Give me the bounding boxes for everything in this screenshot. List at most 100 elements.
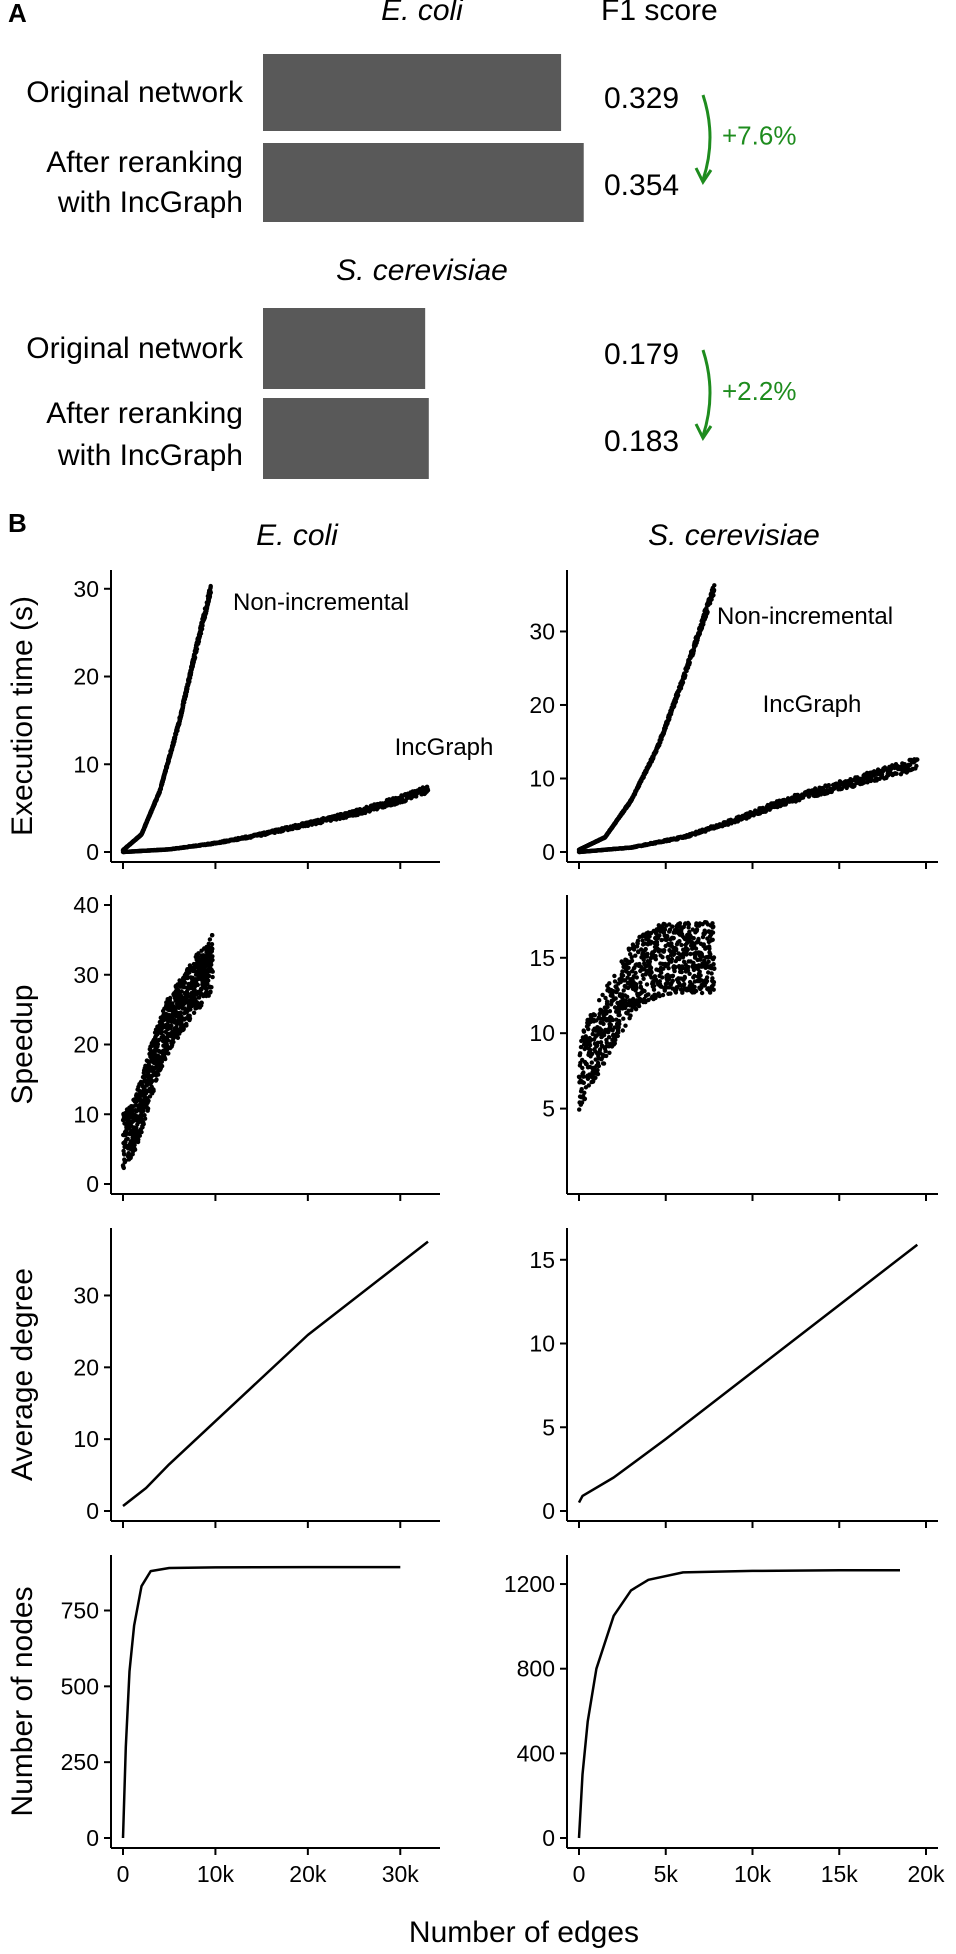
data-point	[206, 978, 211, 983]
data-point	[693, 946, 699, 951]
data-point	[693, 988, 699, 994]
data-point	[606, 1035, 612, 1040]
data-point	[625, 994, 630, 999]
data-line	[121, 1565, 401, 1839]
data-point	[628, 1013, 633, 1018]
data-point	[209, 942, 215, 947]
gain-arrow	[701, 349, 712, 437]
data-point	[612, 1041, 617, 1046]
data-point	[175, 1035, 181, 1041]
data-point	[159, 1029, 165, 1035]
panel-b-letter: B	[8, 508, 27, 538]
data-point	[711, 587, 717, 593]
y-axis-label-row-2: Speedup	[6, 984, 39, 1104]
data-point	[579, 1100, 585, 1105]
data-point	[141, 1121, 146, 1127]
data-point	[634, 975, 639, 980]
data-point	[603, 1048, 608, 1054]
data-point	[679, 969, 684, 975]
y-tick-label: 5	[542, 1096, 555, 1122]
data-point	[599, 1009, 605, 1014]
data-point	[707, 946, 712, 951]
y-tick-label: 5	[542, 1414, 555, 1440]
data-point	[699, 990, 705, 996]
data-point	[581, 1070, 586, 1075]
data-point	[642, 988, 647, 994]
data-point	[200, 623, 205, 628]
x-tick-label: 15k	[821, 1861, 859, 1887]
data-point	[156, 1072, 161, 1077]
data-point	[579, 1087, 584, 1092]
x-tick-label: 30k	[382, 1861, 420, 1887]
data-point	[649, 975, 654, 980]
data-point	[589, 1060, 594, 1065]
data-point	[637, 961, 642, 967]
data-point	[155, 1042, 161, 1047]
data-point	[670, 924, 675, 929]
gain-arrow-head	[694, 167, 713, 185]
data-point	[666, 966, 671, 971]
data-point	[662, 948, 667, 953]
data-point	[710, 976, 715, 981]
data-point	[154, 1077, 159, 1082]
y-tick-label: 250	[61, 1749, 99, 1775]
data-point	[626, 947, 632, 952]
data-point	[711, 924, 716, 929]
data-point	[616, 1030, 621, 1035]
data-point	[645, 951, 650, 957]
data-point	[692, 984, 697, 990]
data-point	[141, 1106, 146, 1112]
y-tick-label: 40	[73, 892, 99, 918]
data-point	[620, 969, 625, 974]
data-point	[651, 987, 657, 992]
y-tick-label: 30	[73, 962, 99, 988]
label-non-incremental: Non-incremental	[233, 589, 409, 616]
data-point	[672, 968, 677, 974]
bar-label: with IncGraph	[57, 186, 243, 219]
y-tick-label: 20	[73, 1032, 99, 1058]
bar-label: After reranking	[46, 146, 243, 179]
data-point	[706, 959, 711, 964]
data-point	[669, 956, 675, 962]
y-tick-label: 10	[73, 1101, 99, 1127]
data-point	[665, 980, 670, 986]
data-point	[691, 967, 697, 973]
data-point	[635, 938, 641, 943]
data-point	[577, 1074, 582, 1080]
data-point	[686, 922, 692, 927]
data-point	[206, 941, 211, 946]
data-point	[146, 1098, 151, 1104]
data-line	[577, 1569, 900, 1839]
data-point	[617, 1012, 622, 1018]
data-point	[196, 639, 202, 644]
data-point	[145, 1106, 151, 1111]
data-point	[672, 951, 677, 956]
data-point	[680, 990, 685, 995]
data-point	[612, 979, 618, 984]
data-point	[677, 939, 682, 944]
bar-label: Original network	[26, 76, 244, 109]
data-point	[914, 763, 919, 769]
data-point	[142, 1113, 147, 1118]
data-point	[636, 949, 641, 955]
y-tick-label: 800	[517, 1656, 555, 1682]
data-point	[209, 962, 214, 967]
data-point	[623, 1023, 628, 1028]
data-point	[673, 964, 678, 970]
data-point	[592, 1013, 597, 1018]
f1-value: 0.179	[604, 338, 679, 371]
data-point	[208, 590, 213, 595]
data-point	[210, 969, 215, 974]
data-point	[207, 937, 213, 942]
data-point	[915, 757, 920, 762]
data-point	[634, 982, 639, 987]
data-point	[147, 1094, 153, 1099]
y-tick-label: 0	[542, 1825, 555, 1851]
data-point	[644, 982, 650, 987]
data-point	[662, 927, 668, 932]
